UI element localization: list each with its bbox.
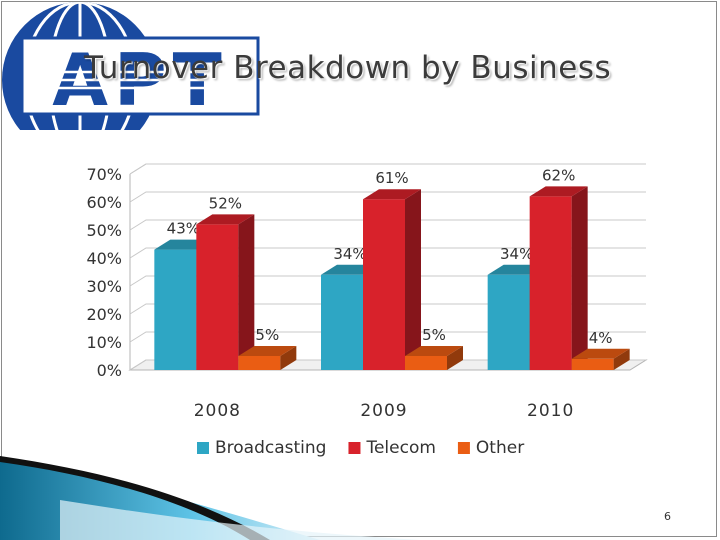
y-tick-label: 60% [86, 193, 122, 212]
x-category-label: 2009 [360, 401, 407, 421]
bar-side-telecom-2010 [571, 186, 588, 370]
y-tick-label: 70% [86, 165, 122, 184]
y-tick-label: 30% [86, 277, 122, 296]
bar-top-telecom-2008 [196, 214, 255, 225]
y-tick-label: 20% [86, 305, 122, 324]
y-tick-label: 50% [86, 221, 122, 240]
bar-other-2008 [238, 356, 281, 370]
bar-top-other-2008 [238, 346, 297, 356]
bar-broadcasting-2008 [154, 249, 197, 370]
bar-telecom-2008 [196, 224, 239, 370]
bar-broadcasting-2009 [321, 274, 363, 370]
data-label: 34% [500, 245, 533, 263]
bar-telecom-2010 [529, 196, 572, 370]
data-label: 5% [422, 326, 446, 344]
gridline [129, 331, 646, 343]
y-tick-label: 40% [86, 249, 122, 268]
bar-side-other-2009 [447, 346, 463, 370]
data-label: 5% [255, 326, 279, 344]
data-label: 61% [375, 169, 408, 187]
gridline [129, 219, 646, 231]
legend-label-other: Other [476, 438, 524, 458]
legend-swatch-other [457, 442, 470, 454]
y-tick-label: 10% [86, 333, 122, 352]
slide-title: Turnover Breakdown by Business [84, 50, 612, 86]
bar-top-other-2010 [571, 348, 630, 359]
legend-swatch-telecom [348, 442, 361, 454]
chart-legend: Broadcasting Telecom Other [197, 438, 524, 458]
bar-other-2009 [405, 356, 447, 370]
decorative-swoosh [0, 456, 420, 540]
apt-logo: APT [2, 2, 260, 130]
bar-side-telecom-2008 [238, 214, 255, 370]
bar-side-other-2008 [280, 346, 297, 370]
gridline [129, 163, 646, 175]
page-number: 6 [664, 510, 671, 523]
gridline [129, 247, 646, 259]
gridline [129, 191, 646, 203]
turnover-bar-chart: 0% 10% 20% 30% 40% 50% 60% 70% 43% 52% 5% 2008 34% 61… [86, 163, 648, 458]
data-label: 62% [542, 166, 575, 184]
gridline [129, 303, 646, 315]
data-label: 34% [333, 245, 366, 263]
bar-top-telecom-2009 [363, 189, 421, 200]
legend-label-telecom: Telecom [365, 438, 435, 458]
legend-swatch-broadcasting [197, 442, 209, 454]
y-tick-label: 0% [97, 361, 122, 380]
x-category-label: 2010 [527, 401, 574, 421]
bar-broadcasting-2010 [487, 274, 530, 370]
bar-other-2010 [571, 358, 614, 370]
bar-side-other-2010 [613, 348, 630, 370]
data-label: 4% [589, 329, 613, 347]
bar-side-telecom-2009 [405, 189, 421, 370]
data-label: 43% [167, 220, 200, 238]
data-label: 52% [209, 194, 242, 212]
gridline [129, 359, 646, 371]
bar-top-telecom-2010 [529, 186, 588, 197]
bar-telecom-2009 [363, 199, 405, 370]
legend-label-broadcasting: Broadcasting [215, 438, 326, 458]
x-category-label: 2008 [194, 401, 241, 421]
gridline [129, 275, 646, 287]
bar-top-other-2009 [405, 346, 463, 356]
